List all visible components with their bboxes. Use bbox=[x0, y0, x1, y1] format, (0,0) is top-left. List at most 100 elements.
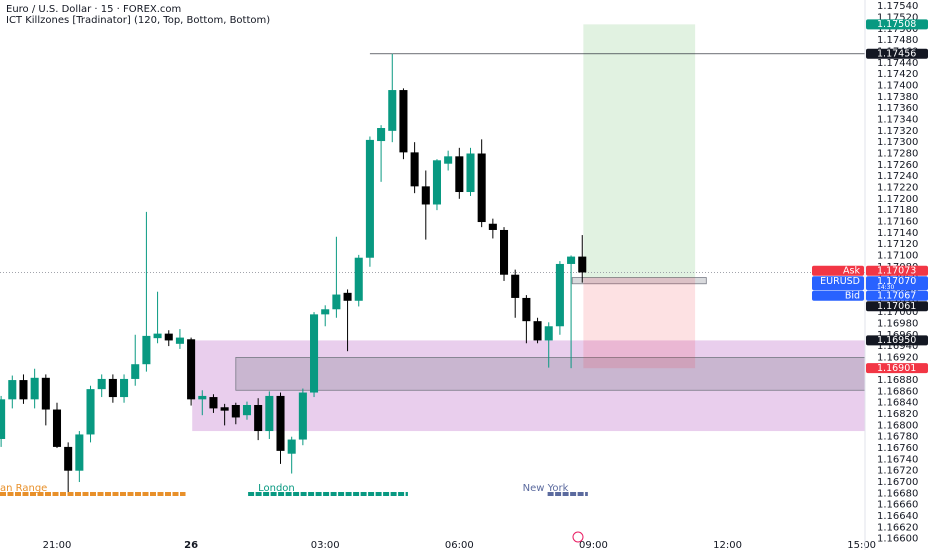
candle-body bbox=[175, 337, 184, 344]
stop-zone bbox=[583, 277, 696, 369]
candle-body bbox=[354, 257, 363, 301]
candle-body bbox=[555, 263, 564, 327]
badge-tag: Bid bbox=[845, 291, 860, 302]
y-tick-label: 1.17440 bbox=[877, 58, 918, 69]
badge-bg bbox=[866, 335, 928, 346]
candle-body bbox=[153, 333, 162, 339]
badge-bg bbox=[866, 363, 928, 374]
y-tick-label: 1.17200 bbox=[877, 194, 918, 205]
y-tick-label: 1.16720 bbox=[877, 466, 918, 477]
candle-body bbox=[231, 404, 240, 418]
candle-body bbox=[164, 333, 173, 341]
x-tick-label: 03:00 bbox=[311, 540, 340, 550]
y-tick-label: 1.16860 bbox=[877, 386, 918, 397]
candle-body bbox=[242, 404, 252, 416]
y-tick-label: 1.16880 bbox=[877, 375, 918, 386]
candle-body bbox=[75, 434, 84, 471]
plot-layer bbox=[0, 24, 866, 496]
candle-body bbox=[276, 395, 285, 451]
candle-body bbox=[343, 292, 352, 301]
badge-value: 1.17508 bbox=[877, 19, 916, 30]
candle-body bbox=[477, 153, 486, 223]
candle-body bbox=[265, 395, 274, 432]
x-tick-label: 21:00 bbox=[43, 540, 72, 550]
badge-tag: Ask bbox=[843, 266, 860, 277]
y-tick-label: 1.16820 bbox=[877, 409, 918, 420]
candle-body bbox=[198, 395, 207, 400]
y-tick-label: 1.16780 bbox=[877, 432, 918, 443]
candle-body bbox=[254, 404, 263, 432]
candle-body bbox=[131, 364, 140, 379]
badge-value: 1.17067 bbox=[877, 291, 916, 302]
x-tick-label: 15:00 bbox=[847, 540, 876, 550]
y-tick-label: 1.16740 bbox=[877, 454, 918, 465]
x-tick-label: 06:00 bbox=[445, 540, 474, 550]
candle-body bbox=[298, 392, 307, 440]
y-tick-label: 1.17540 bbox=[877, 1, 918, 12]
candle-body bbox=[466, 153, 475, 193]
candle-body bbox=[8, 380, 17, 400]
y-tick-label: 1.17000 bbox=[877, 307, 918, 318]
badge-tag: EURUSD bbox=[820, 276, 860, 287]
session-label: London bbox=[258, 483, 295, 494]
badge-value: 1.16901 bbox=[877, 363, 916, 374]
candle-body bbox=[444, 156, 453, 164]
candle-body bbox=[365, 139, 374, 258]
candle-body bbox=[310, 314, 319, 393]
candle-body bbox=[578, 256, 587, 273]
session-label: New York bbox=[523, 483, 569, 494]
candle-body bbox=[455, 156, 464, 193]
y-tick-label: 1.17300 bbox=[877, 137, 918, 148]
candle-body bbox=[377, 128, 386, 142]
y-tick-label: 1.17240 bbox=[877, 171, 918, 182]
badge-value: 1.17070 bbox=[877, 276, 916, 287]
badge-value: 1.17456 bbox=[877, 49, 916, 60]
y-tick-label: 1.17380 bbox=[877, 92, 918, 103]
candle-body bbox=[421, 186, 430, 205]
candle-body bbox=[220, 407, 229, 411]
candle-body bbox=[432, 160, 441, 205]
indicator-name: ICT Killzones [Tradinator] (120, Top, Bo… bbox=[6, 15, 270, 26]
candle-body bbox=[287, 439, 296, 454]
y-tick-label: 1.16920 bbox=[877, 352, 918, 363]
candle-body bbox=[567, 256, 576, 264]
candle-body bbox=[64, 446, 73, 471]
candle-body bbox=[388, 90, 397, 131]
y-tick-label: 1.17220 bbox=[877, 182, 918, 193]
target-zone bbox=[583, 24, 696, 278]
y-tick-label: 1.17180 bbox=[877, 205, 918, 216]
y-tick-label: 1.17140 bbox=[877, 228, 918, 239]
price-badge: 1.16950 bbox=[866, 335, 928, 346]
price-badge: 1.17456 bbox=[866, 49, 928, 60]
y-tick-label: 1.16960 bbox=[877, 330, 918, 341]
candle-body bbox=[0, 399, 6, 439]
badge-bg bbox=[866, 265, 928, 276]
y-tick-label: 1.17320 bbox=[877, 126, 918, 137]
zone-box bbox=[571, 277, 707, 285]
y-tick-label: 1.16620 bbox=[877, 522, 918, 533]
y-tick-label: 1.17400 bbox=[877, 81, 918, 92]
zone-box bbox=[235, 357, 866, 391]
y-tick-label: 1.16760 bbox=[877, 443, 918, 454]
candle-body bbox=[41, 377, 50, 410]
badge-value: 1.17073 bbox=[877, 266, 916, 277]
candle-body bbox=[488, 223, 497, 230]
candle-body bbox=[142, 335, 151, 365]
candle-body bbox=[86, 389, 95, 435]
badge-value: 1.17061 bbox=[877, 301, 916, 312]
x-tick-label: 09:00 bbox=[579, 540, 608, 550]
tag-bg bbox=[812, 265, 864, 276]
x-tick-label: 26 bbox=[184, 540, 198, 550]
y-tick-label: 1.17360 bbox=[877, 103, 918, 114]
candle-body bbox=[544, 326, 553, 341]
tag-bg bbox=[812, 276, 864, 291]
y-tick-label: 1.17520 bbox=[877, 13, 918, 24]
candle-body bbox=[522, 297, 531, 322]
y-tick-label: 1.17420 bbox=[877, 69, 918, 80]
price-badge: 1.16901 bbox=[866, 363, 928, 374]
y-tick-label: 1.17340 bbox=[877, 115, 918, 126]
y-tick-label: 1.17120 bbox=[877, 239, 918, 250]
tag-bg bbox=[812, 290, 864, 301]
y-tick-label: 1.16800 bbox=[877, 420, 918, 431]
